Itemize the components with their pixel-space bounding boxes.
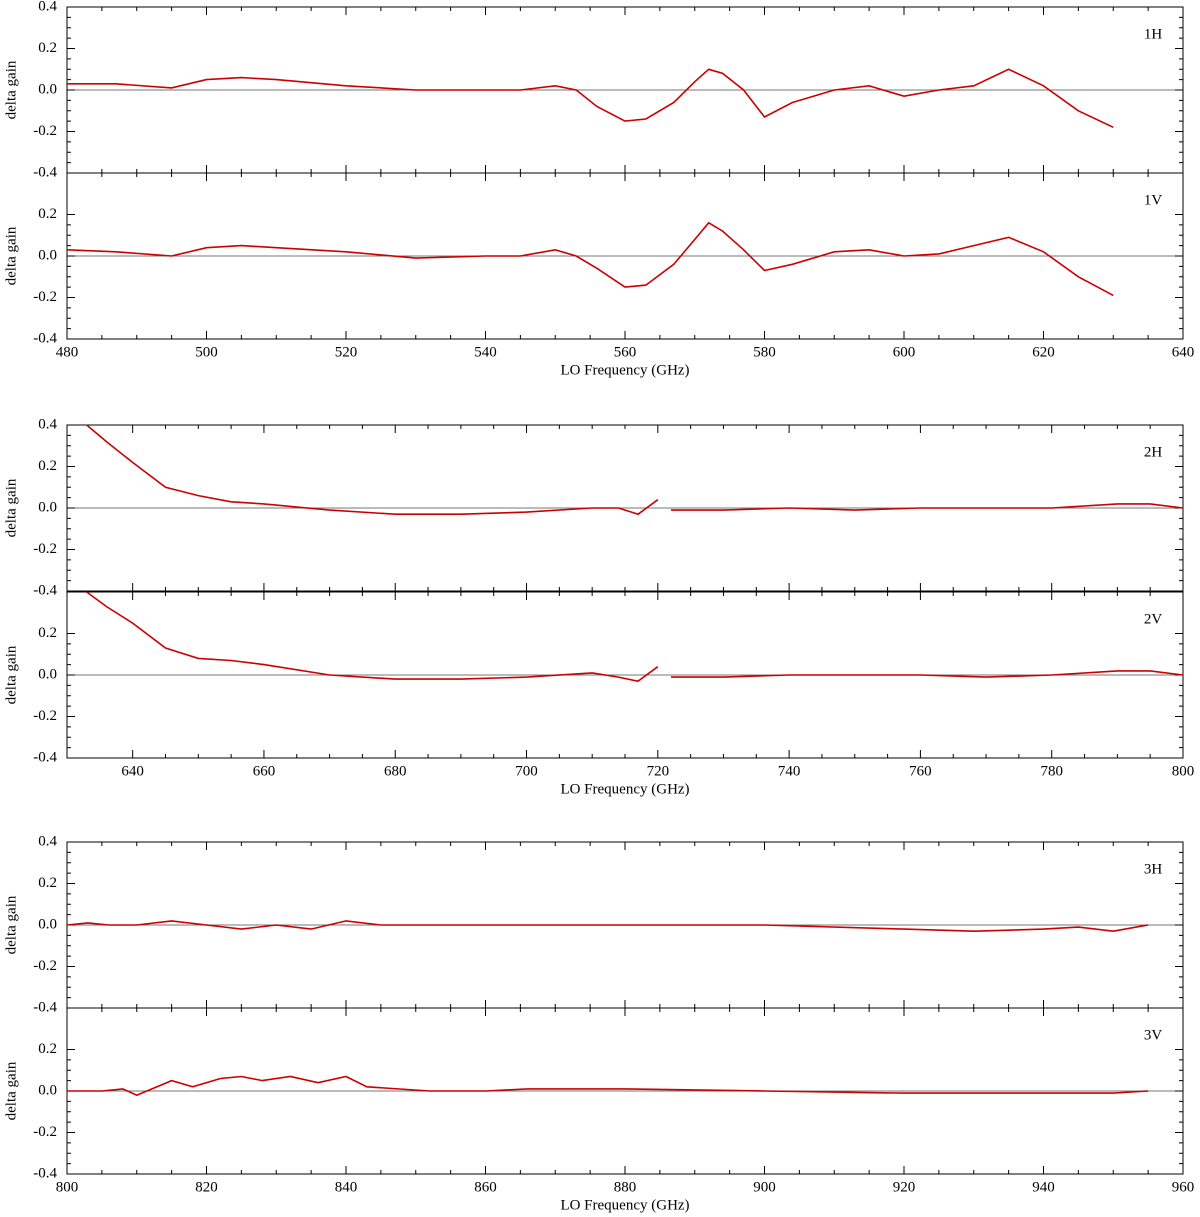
y-axis-label: delta gain — [3, 226, 19, 285]
y-tick-label: -0.4 — [33, 1165, 57, 1181]
y-axis-label: delta gain — [3, 60, 19, 119]
x-tick-label: 660 — [253, 763, 276, 779]
y-tick-label: -0.2 — [33, 123, 57, 139]
y-tick-label: 0.0 — [38, 916, 57, 932]
y-axis-label: delta gain — [3, 895, 19, 954]
y-tick-label: 0.4 — [38, 0, 57, 14]
y-tick-label: 0.0 — [38, 499, 57, 515]
x-tick-label: 560 — [614, 344, 637, 360]
x-axis-label: LO Frequency (GHz) — [560, 362, 689, 378]
x-tick-label: 840 — [335, 1179, 358, 1195]
y-tick-label: -0.2 — [33, 1124, 57, 1140]
y-tick-label: 0.0 — [38, 666, 57, 682]
y-tick-label: -0.4 — [33, 582, 57, 598]
y-tick-label: 0.0 — [38, 1082, 57, 1098]
x-tick-label: 720 — [647, 763, 670, 779]
y-tick-label: -0.4 — [33, 999, 57, 1015]
y-tick-label: -0.4 — [33, 330, 57, 346]
x-tick-label: 880 — [614, 1179, 637, 1195]
panel: -0.4 -0.2 0.0 0.2 0.4 delta gain 2H — [3, 416, 1184, 598]
y-tick-label: -0.2 — [33, 289, 57, 305]
panel: -0.4 -0.2 0.0 0.2 0.4 delta gain 3H — [3, 833, 1184, 1015]
x-tick-label: 700 — [515, 763, 538, 779]
y-axis-label: delta gain — [3, 645, 19, 704]
panel: -0.4 -0.2 0.0 0.2 800 820 840 860 880 900 920 940 96… — [3, 1007, 1195, 1213]
y-tick-label: -0.2 — [33, 541, 57, 557]
x-tick-label: 680 — [384, 763, 407, 779]
x-tick-label: 820 — [195, 1179, 218, 1195]
x-tick-label: 860 — [474, 1179, 497, 1195]
panel-label: 3H — [1144, 861, 1163, 877]
y-tick-label: 0.4 — [38, 416, 57, 432]
x-tick-label: 480 — [56, 344, 79, 360]
y-tick-label: 0.2 — [38, 458, 57, 474]
panel-label: 2V — [1144, 611, 1163, 627]
x-tick-label: 640 — [1172, 344, 1195, 360]
x-axis-label: LO Frequency (GHz) — [560, 781, 689, 797]
y-tick-label: -0.4 — [33, 164, 57, 180]
y-tick-label: 0.2 — [38, 875, 57, 891]
x-tick-label: 740 — [778, 763, 801, 779]
panel: -0.4 -0.2 0.0 0.2 640 660 680 700 720 740 760 780 80… — [3, 591, 1195, 797]
y-tick-label: 0.2 — [38, 625, 57, 641]
x-tick-label: 600 — [893, 344, 916, 360]
x-tick-label: 540 — [474, 344, 497, 360]
panel-label: 3V — [1144, 1027, 1163, 1043]
fit-line — [67, 68, 1114, 129]
x-tick-label: 760 — [909, 763, 932, 779]
y-tick-label: 0.2 — [38, 206, 57, 222]
x-tick-label: 520 — [335, 344, 358, 360]
y-tick-label: 0.0 — [38, 81, 57, 97]
x-tick-label: 780 — [1040, 763, 1063, 779]
y-tick-label: 0.4 — [38, 833, 57, 849]
y-axis-label: delta gain — [3, 1061, 19, 1120]
x-axis-label: LO Frequency (GHz) — [560, 1197, 689, 1213]
panel-label: 2H — [1144, 444, 1163, 460]
x-tick-label: 920 — [893, 1179, 916, 1195]
y-tick-label: 0.2 — [38, 1041, 57, 1057]
y-tick-label: 0.2 — [38, 40, 57, 56]
y-tick-label: -0.2 — [33, 708, 57, 724]
y-tick-label: -0.4 — [33, 749, 57, 765]
x-tick-label: 940 — [1032, 1179, 1055, 1195]
fit-line — [66, 221, 1114, 297]
fit-line — [86, 424, 1184, 516]
x-tick-label: 500 — [195, 344, 218, 360]
fit-line — [67, 1075, 1149, 1097]
y-tick-label: -0.2 — [33, 958, 57, 974]
x-tick-label: 620 — [1032, 344, 1055, 360]
panel: -0.4 -0.2 0.0 0.2 480 500 520 540 560 580 600 620 64… — [3, 172, 1195, 378]
x-tick-label: 800 — [56, 1179, 79, 1195]
y-axis-label: delta gain — [3, 478, 19, 537]
x-tick-label: 800 — [1172, 763, 1195, 779]
x-tick-label: 580 — [753, 344, 776, 360]
panel-label: 1H — [1144, 26, 1163, 42]
fit-line — [66, 920, 1149, 933]
fit-line — [86, 591, 1184, 683]
x-tick-label: 900 — [753, 1179, 776, 1195]
x-tick-label: 960 — [1172, 1179, 1195, 1195]
panel: -0.4 -0.2 0.0 0.2 0.4 delta gain 1H — [3, 0, 1184, 180]
x-tick-label: 640 — [121, 763, 144, 779]
panel-label: 1V — [1144, 192, 1163, 208]
y-tick-label: 0.0 — [38, 247, 57, 263]
